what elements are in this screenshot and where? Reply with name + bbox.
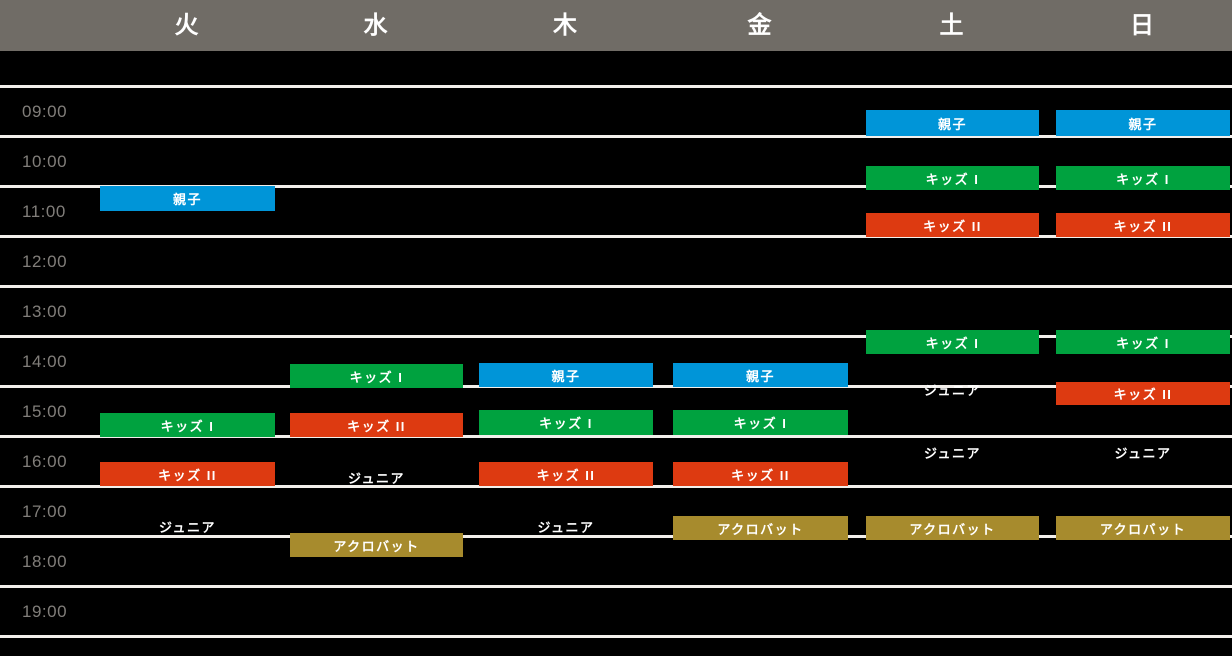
time-label: 13:00 [22,302,68,321]
grid-line [0,435,1232,438]
day-label-tue: 火 [174,12,201,39]
schedule-event-tue-oyako: 親子 [100,186,275,211]
schedule-event-sun-kids2: キッズ II [1056,382,1230,405]
schedule-event-sat-junior: ジュニア [923,445,982,461]
grid-line [0,135,1232,138]
schedule-event-thu-junior: ジュニア [537,519,595,535]
grid-line [0,85,1232,88]
schedule-event-sun-kids2: キッズ II [1056,213,1230,237]
schedule-event-tue-kids1: キッズ I [100,413,275,437]
schedule-event-sun-oyako: 親子 [1056,110,1230,136]
day-label-sun: 日 [1130,12,1156,39]
time-label: 14:00 [22,352,68,371]
day-label-fri: 金 [747,12,774,39]
schedule-event-fri-kids2: キッズ II [673,462,848,486]
schedule-event-tue-kids2: キッズ II [100,462,275,486]
schedule-event-fri-kids1: キッズ I [673,410,848,435]
schedule-event-thu-kids2: キッズ II [479,462,653,486]
schedule-event-sun-junior: ジュニア [1114,445,1172,461]
schedule-event-wed-kids1: キッズ I [290,364,463,388]
grid-line [0,635,1232,638]
time-label: 10:00 [22,152,68,171]
time-label: 11:00 [22,202,66,221]
time-label: 17:00 [22,502,68,521]
grid-line [0,185,1232,188]
schedule-event-wed-junior: ジュニア [347,470,406,486]
day-header-bar: 火水木金土日 [0,0,1232,51]
schedule-event-fri-oyako: 親子 [673,363,848,387]
schedule-event-thu-kids1: キッズ I [479,410,653,435]
time-label: 12:00 [22,252,68,271]
schedule-event-tue-junior: ジュニア [158,519,217,535]
grid-line [0,585,1232,588]
day-label-sat: 土 [939,12,966,39]
grid-line [0,285,1232,288]
schedule-event-thu-oyako: 親子 [479,363,653,387]
grid-line [0,485,1232,488]
schedule-event-wed-acrobat: アクロバット [290,533,463,557]
schedule-event-sat-junior: ジュニア [923,382,982,398]
grid-line [0,235,1232,238]
schedule-event-wed-kids2: キッズ II [290,413,463,437]
day-label-thu: 木 [553,12,579,39]
time-label: 19:00 [22,602,68,621]
schedule-event-sat-kids1: キッズ I [866,166,1039,190]
day-label-wed: 水 [363,12,390,39]
time-label: 15:00 [22,402,68,421]
time-label: 18:00 [22,552,68,571]
time-label: 09:00 [22,102,68,121]
grid-line [0,335,1232,338]
grid-line [0,535,1232,538]
schedule-event-sun-acrobat: アクロバット [1056,516,1230,540]
schedule-event-sun-kids1: キッズ I [1056,166,1230,190]
schedule-event-sat-kids1: キッズ I [866,330,1039,354]
schedule-event-sun-kids1: キッズ I [1056,330,1230,354]
schedule-event-sat-kids2: キッズ II [866,213,1039,237]
time-label: 16:00 [22,452,68,471]
schedule-event-fri-acrobat: アクロバット [673,516,848,540]
schedule-event-sat-oyako: 親子 [866,110,1039,136]
schedule-event-sat-acrobat: アクロバット [866,516,1039,540]
